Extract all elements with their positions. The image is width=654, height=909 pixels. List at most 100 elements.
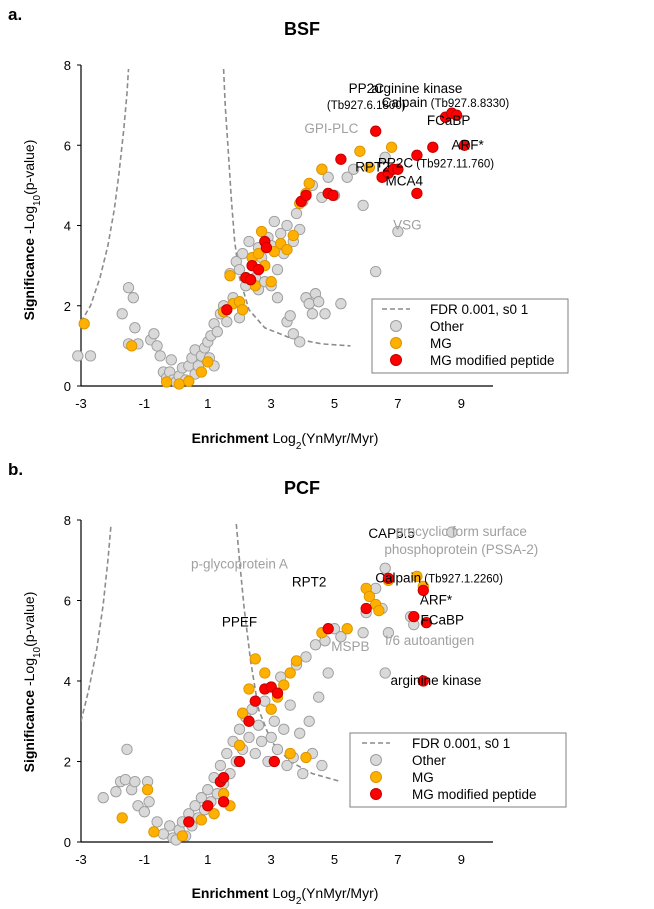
panel-pcf: b. PCF Significance -Log10(p-value) Enri…: [8, 460, 567, 907]
panel-b-other-point: [143, 796, 155, 808]
panel-b-annotation: CAP5.5: [368, 526, 415, 541]
panel-a-mg-point: [316, 163, 328, 175]
panel-b-other-point: [233, 723, 246, 735]
panel-b-other-point: [357, 627, 369, 639]
panel-a-other-point: [271, 263, 284, 276]
panel-a-legend-other-marker: [390, 320, 402, 332]
panel-a-annotation: (Tb927.6.1800): [327, 100, 406, 112]
panel-a-mg-modified-point: [411, 149, 423, 161]
panel-b-other-point: [119, 773, 132, 786]
panel-a-mg-point: [183, 375, 195, 387]
panel-a-ytick-label: 0: [64, 379, 71, 394]
panel-b-ytick-label: 6: [64, 594, 71, 609]
panel-b-title: PCF: [284, 478, 320, 498]
panel-a-xtick-label: 3: [268, 396, 275, 411]
panel-b-other-point: [271, 743, 284, 756]
panel-a-mg-point: [173, 378, 185, 390]
panel-b-legend-mgmod: MG modified peptide: [412, 787, 537, 802]
panel-a-xlabel-rest: Log: [269, 430, 296, 446]
panel-b-mg-point: [290, 655, 303, 667]
panel-a-other-point: [281, 219, 293, 232]
panel-b-other-point: [322, 667, 334, 679]
panel-a-other-point: [306, 308, 319, 320]
panel-b-xlabel-rest: Log: [269, 885, 296, 901]
panel-b-xlabel: Enrichment Log2(YnMyr/Myr): [192, 885, 379, 907]
panel-b-mg-point: [259, 667, 271, 679]
panel-b-other-point: [221, 747, 233, 760]
panel-a-annotation: GPI-PLC: [304, 121, 358, 136]
panel-b-xtick-label: 5: [331, 852, 338, 867]
panel-b-mg-point: [176, 830, 189, 842]
panel-b-other-point: [297, 767, 309, 780]
panel-a-mg-point: [202, 356, 214, 368]
panel-b-annotation: I/6 autoantigen: [385, 633, 474, 648]
panel-b-ylabel: Significance -Log10(p-value): [21, 592, 43, 773]
panel-a-mg-modified-point: [335, 153, 347, 165]
panel-a-other-point: [243, 235, 255, 248]
panel-a-mg-point: [363, 161, 376, 173]
panel-a-ylabel-rest: -Log: [21, 206, 37, 238]
panel-a-other-point: [357, 199, 369, 212]
panel-a-ylabel: Significance -Log10(p-value): [21, 140, 43, 321]
panel-b-mg-modified-point: [360, 602, 372, 615]
panel-a-other-point: [129, 322, 141, 334]
panel-b-legend-mgmod-marker: [370, 788, 382, 800]
panel-a-mg-point: [265, 276, 277, 288]
panel-b-other-point: [121, 743, 133, 756]
panel-b-mg-modified-point: [271, 687, 284, 699]
panel-b-ylabel-bold: Significance: [21, 690, 37, 773]
panel-a-other-point: [303, 298, 315, 310]
panel-a-mg-point: [78, 318, 90, 330]
panel-b-annotation: procyclic form surface: [396, 524, 527, 539]
panel-b-mg-modified-point: [420, 616, 433, 629]
panel-b-xtick-label: -3: [75, 852, 87, 867]
panel-b-mg-point: [341, 623, 353, 635]
panel-a-legend-fdr: FDR 0.001, s0 1: [430, 302, 528, 317]
panel-a-xlabel-sub: 2: [296, 441, 302, 452]
panel-b-xlabel-bold: Enrichment: [192, 885, 269, 901]
panel-a-legend: FDR 0.001, s0 1 Other MG MG modified pep…: [371, 298, 569, 374]
panel-b-annotation: ARF*: [420, 593, 453, 608]
panel-a-other-point: [268, 215, 280, 228]
panel-b-xtick-label: 3: [268, 852, 275, 867]
panel-a-mg-point: [385, 141, 398, 153]
panel-a-ytick-label: 2: [64, 299, 71, 314]
panel-b-annotation: arginine kinase: [391, 673, 482, 688]
panel-b-mg-modified-point: [417, 584, 429, 597]
panel-a-annotation: FCaBP: [427, 113, 471, 128]
panel-b-other-point: [129, 775, 141, 788]
panel-b-mg-modified-point: [249, 695, 261, 707]
panel-a-annotation: RPT2: [355, 159, 390, 174]
panel-b-annotation: phosphoprotein (PSSA-2): [384, 542, 538, 557]
panel-b-annotation: FCaBP: [421, 613, 465, 628]
panel-a-mg-point: [236, 304, 249, 316]
panel-b-mg-point: [278, 679, 290, 691]
panel-a-mg-point: [281, 243, 293, 256]
panel-b-legend-box: [349, 732, 567, 808]
panel-a-mg-point: [252, 247, 265, 260]
svg-text:Enrichment Log2(YnMyr/Myr): Enrichment Log2(YnMyr/Myr): [192, 430, 379, 452]
panel-b-other-point: [379, 562, 391, 574]
panel-a-mg-point: [354, 145, 366, 157]
panel-b-other-point: [382, 627, 395, 639]
panel-b-mg-modified-point: [202, 800, 214, 812]
panel-b-mg-point: [233, 739, 246, 752]
panel-b-mg-point: [195, 814, 208, 826]
panel-a-other-point: [341, 171, 353, 183]
panel-a-other-point: [294, 336, 306, 348]
panel-b-other-point: [189, 800, 201, 812]
panel-b-legend-other: Other: [412, 753, 446, 768]
panel-a-title: BSF: [284, 19, 320, 39]
panel-b-other-point: [316, 759, 328, 772]
panel-a-fdr-curve-left: [81, 68, 130, 323]
panel-b-xtick-label: -1: [139, 852, 151, 867]
panel-a-mg-modified-point: [260, 241, 273, 254]
panel-a-other-point: [84, 350, 97, 362]
panel-a-xlabel-bold: Enrichment: [192, 430, 269, 446]
panel-a-ylabel-sub: 10: [32, 194, 43, 206]
panel-b-other-point: [379, 667, 391, 679]
panel-b-other-point: [249, 747, 261, 760]
panel-a-xlabel-tail: (YnMyr/Myr): [301, 430, 378, 446]
